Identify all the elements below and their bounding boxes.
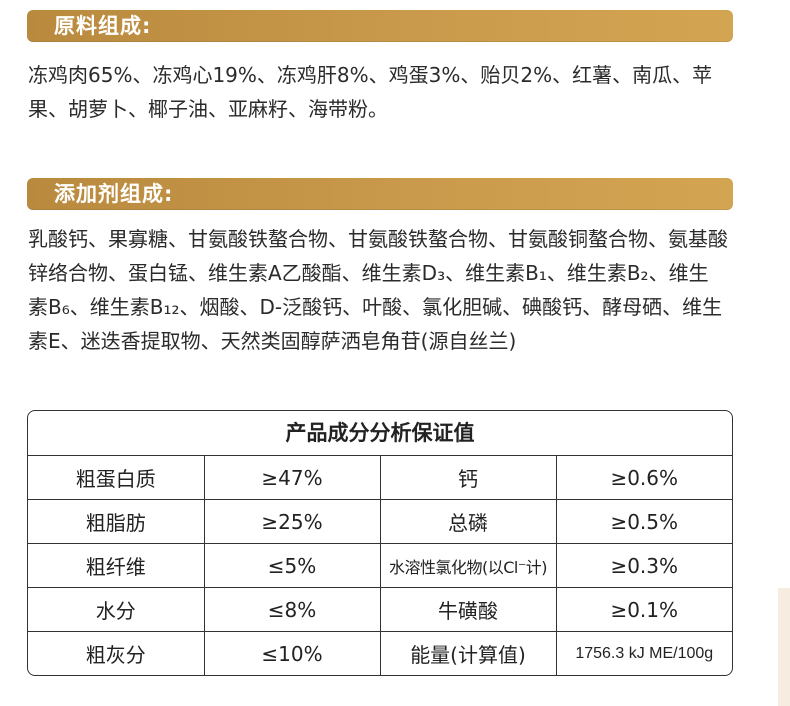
nutrient-value: ≤5% [204,543,381,588]
nutrient-value: ≥47% [204,456,381,500]
nutrient-name: 钙 [380,456,557,500]
additives-header-bar: 添加剂组成: [27,178,733,210]
nutrient-name: 牛磺酸 [380,587,557,632]
nutrient-value: ≥0.6% [556,456,732,500]
table-row: 粗灰分 ≤10% 能量(计算值) 1756.3 kJ ME/100g [28,631,732,675]
table-row: 水分 ≤8% 牛磺酸 ≥0.1% [28,587,732,632]
analysis-grid: 粗蛋白质 ≥47% 钙 ≥0.6% 粗脂肪 ≥25% 总磷 ≥0.5% 粗纤维 … [28,456,732,675]
ingredients-text: 冻鸡肉65%、冻鸡心19%、冻鸡肝8%、鸡蛋3%、贻贝2%、红薯、南瓜、苹果、胡… [28,63,713,121]
nutrient-value: ≥25% [204,499,381,544]
table-row: 粗脂肪 ≥25% 总磷 ≥0.5% [28,499,732,544]
analysis-table: 产品成分分析保证值 粗蛋白质 ≥47% 钙 ≥0.6% 粗脂肪 ≥25% 总磷 … [27,410,733,676]
table-row: 粗纤维 ≤5% 水溶性氯化物(以Cl⁻计) ≥0.3% [28,543,732,588]
nutrient-value: ≥0.5% [556,499,732,544]
nutrient-name: 能量(计算值) [380,631,557,675]
nutrient-value: 1756.3 kJ ME/100g [575,644,714,662]
ingredients-title: 原料组成: [54,14,152,38]
analysis-table-title: 产品成分分析保证值 [28,411,732,456]
ingredients-header-bar: 原料组成: [27,10,733,42]
nutrient-name: 水分 [28,587,205,632]
table-row: 粗蛋白质 ≥47% 钙 ≥0.6% [28,456,732,500]
nutrient-name: 水溶性氯化物(以Cl⁻计) [380,543,557,588]
nutrient-value: ≥0.1% [556,587,732,632]
nutrient-name: 粗灰分 [28,631,205,675]
nutrient-name: 粗蛋白质 [28,456,205,500]
nutrient-value: ≤10% [204,631,381,675]
corner-decoration [778,588,790,706]
nutrient-name: 粗纤维 [28,543,205,588]
additives-title: 添加剂组成: [54,182,174,206]
nutrient-value: ≤8% [204,587,381,632]
additives-text: 乳酸钙、果寡糖、甘氨酸铁螯合物、甘氨酸铁螯合物、甘氨酸铜螯合物、氨基酸锌络合物、… [28,227,728,353]
nutrient-value: ≥0.3% [556,543,732,588]
nutrient-name: 粗脂肪 [28,499,205,544]
nutrient-name: 总磷 [380,499,557,544]
